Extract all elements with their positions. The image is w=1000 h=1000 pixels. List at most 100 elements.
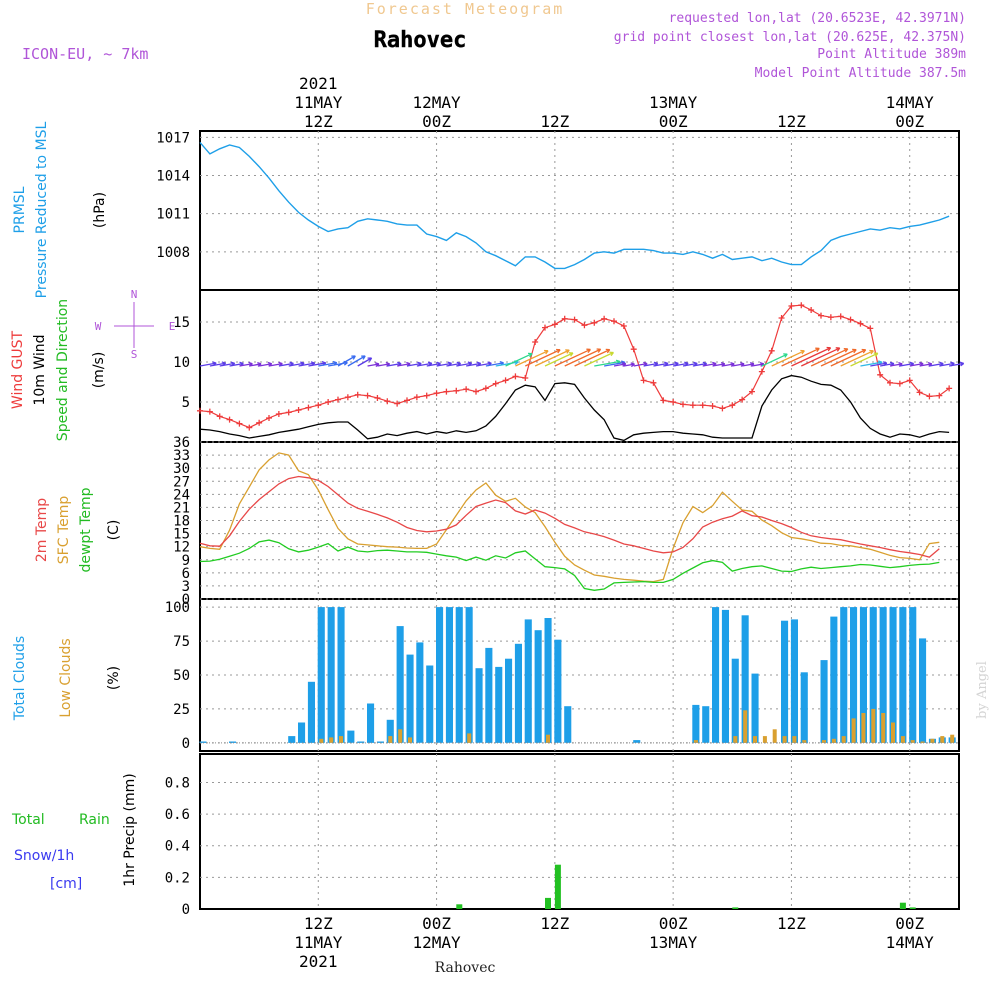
wind-arrow (604, 361, 626, 367)
total-cloud-bar (495, 666, 503, 743)
wind-arrow (820, 349, 857, 367)
gust-marker (640, 377, 647, 384)
y-tick-label: 33 (173, 448, 190, 464)
total-cloud-bar (317, 607, 325, 743)
wind-arrow (505, 353, 533, 367)
low-cloud-bar (910, 740, 915, 743)
total-cloud-bar (800, 672, 808, 743)
total-cloud-bar (564, 706, 572, 743)
rain-bar (545, 897, 551, 909)
wind-arrow-head (596, 348, 602, 353)
wind-arrow-head (869, 349, 874, 355)
gust-marker (266, 415, 272, 421)
total-cloud-bar (455, 607, 463, 743)
gust-marker (887, 379, 893, 386)
wind-arrow (397, 363, 411, 367)
total-cloud-bar (751, 673, 759, 743)
wind-arrow (742, 363, 755, 367)
wind-arrow (791, 347, 831, 367)
y-tick-label: 9 (182, 553, 190, 569)
low-cloud-bar (753, 736, 757, 743)
wind-arrow (673, 362, 689, 367)
wind-arrow (308, 362, 326, 367)
gust-marker (236, 420, 243, 427)
wind-arrow (377, 363, 390, 367)
wind-arrow (692, 362, 707, 367)
low-cloud-bar (398, 729, 403, 743)
model-altitude: Model Point Altitude 387.5m (755, 66, 966, 81)
precip-label-snow: Snow/1h (14, 848, 74, 864)
low-cloud-bar (388, 736, 393, 743)
gust-marker (620, 323, 627, 329)
gust-marker (827, 314, 834, 321)
gust-marker (384, 398, 391, 405)
low-cloud-bar (871, 708, 876, 743)
total-cloud-bar (307, 681, 315, 743)
compass-w: W (95, 320, 102, 333)
y-tick-label: 0 (182, 736, 190, 752)
wind-arrow (466, 362, 481, 367)
wind-arrow-head (927, 361, 933, 367)
rain-bar (554, 864, 561, 909)
y-tick-label: 30 (173, 461, 190, 477)
wind-arrow (889, 363, 903, 367)
wind-arrow-head (861, 348, 867, 354)
gust-marker (896, 380, 903, 387)
clouds-label-low: Low Clouds (58, 638, 74, 717)
wind-arrow (406, 362, 422, 367)
low-cloud-bar (743, 710, 748, 743)
gust-marker (522, 375, 529, 381)
wind-arrow (209, 362, 226, 367)
wind-arrow-head (385, 361, 391, 367)
gust-marker (335, 396, 341, 403)
total-cloud-bar (386, 719, 394, 743)
total-cloud-bar (830, 616, 838, 743)
gust-marker (463, 386, 470, 393)
y-tick-label: 3 (182, 579, 190, 595)
precip-panel (199, 753, 960, 910)
gust-marker (857, 320, 864, 327)
total-cloud-bar (426, 665, 434, 743)
footer-location: Rahovec (435, 960, 496, 976)
gust-marker (492, 380, 499, 387)
low-cloud-bar (762, 736, 767, 743)
wind-arrow-head (621, 362, 627, 367)
total-cloud-bar (850, 607, 858, 743)
gust-marker (473, 388, 479, 395)
gust-marker (256, 419, 263, 426)
y-tick-label: 0.8 (165, 775, 190, 791)
wind-label-gust: Wind GUST (10, 330, 26, 409)
wind-arrow (840, 350, 874, 367)
wind-unit: (m/s) (91, 352, 107, 389)
wind-arrow (229, 362, 244, 367)
gust-marker (758, 368, 765, 375)
wind-arrow-head (361, 355, 366, 360)
wind-arrow-head (835, 347, 841, 352)
wind-arrow (870, 362, 887, 367)
y-tick-label: 25 (173, 702, 190, 718)
wind-arrow (761, 353, 788, 367)
bottom-time-label: 00Z (659, 914, 688, 933)
y-tick-label: 27 (173, 474, 190, 490)
y-tick-label: 36 (173, 435, 190, 451)
wind-arrow-head (544, 349, 549, 355)
wind-arrow (712, 363, 725, 367)
wind-arrow (347, 355, 366, 367)
gust-marker (936, 392, 943, 399)
low-cloud-bar (802, 740, 807, 743)
y-tick-label: 15 (173, 527, 190, 543)
gust-marker (325, 399, 332, 405)
low-cloud-bar (920, 741, 925, 743)
clouds-unit: (%) (106, 666, 122, 690)
y-tick-label: 100 (165, 600, 190, 616)
total-cloud-bar (337, 607, 345, 743)
gust-marker (246, 424, 253, 431)
wind-arrow-head (898, 361, 903, 367)
wind-arrow (771, 350, 805, 367)
gust-marker (561, 315, 568, 322)
rain-bar (732, 907, 739, 909)
total-cloud-bar (731, 658, 739, 743)
gust-marker (581, 322, 588, 329)
wind-arrow (781, 347, 820, 367)
wind-arrow (899, 362, 914, 367)
